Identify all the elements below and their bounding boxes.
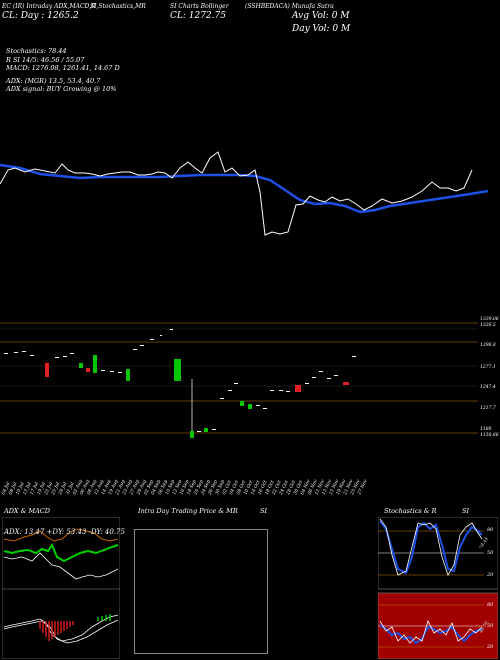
stoch-level-20: 20: [487, 572, 494, 578]
price-line: [0, 151, 473, 236]
price-label: 1339.06: [480, 317, 499, 322]
intraday-title: Intra Day Trading Price & MR: [138, 507, 238, 515]
price-label: 1277.1: [480, 365, 496, 370]
date-label: 25 Jul: [50, 481, 62, 497]
header-tab-3: SI Charts Bollinger: [170, 3, 229, 10]
adx-readout: ADX: (MGR) 13.5, 53.4, 40.7: [6, 76, 101, 85]
date-label: 16 Oct: [257, 479, 269, 495]
header-tab-4: (SSHBEDACA) Munafa Sutra: [245, 3, 334, 10]
stoch-title: Stochastics & R: [384, 507, 437, 515]
rsi-level-80: 80: [487, 602, 494, 608]
date-label: 10 Jul: [15, 481, 26, 496]
main-price-chart: [0, 151, 489, 236]
stoch-level-50: 50: [487, 550, 494, 556]
price-label: 1296.8: [480, 343, 496, 348]
rsi-level-50: 50: [487, 623, 494, 629]
open-line: CL: Day : 1265.2: [2, 11, 79, 21]
price-label: 1326.5: [480, 323, 496, 328]
avg-volume: Avg Vol: 0 M: [292, 11, 350, 21]
candles: [4, 329, 356, 438]
date-label: 17 Jul: [29, 481, 40, 496]
close-price: CL: 1272.75: [170, 11, 226, 21]
date-label: 10 Oct: [242, 479, 254, 495]
date-label: 23 Jul: [43, 481, 55, 497]
date-label: 02 Oct: [221, 479, 233, 495]
date-label: 04 Oct: [228, 479, 240, 495]
date-label: 08 Oct: [235, 479, 247, 495]
price-label: 1217.7: [480, 406, 496, 411]
header-tab-2: SI,Stochastics,MR: [90, 3, 146, 10]
date-label: 18 Oct: [264, 479, 276, 495]
day-volume: Day Vol: 0 M: [292, 24, 351, 34]
price-label: 1188: [480, 427, 492, 432]
price-label: 1158.66: [480, 433, 499, 438]
adx-panel-readout: ADX: 13.47 +DY: 53.43 -DY: 40.75: [4, 528, 125, 536]
intraday-panel: [134, 529, 268, 654]
adx-macd-title: ADX & MACD: [4, 507, 50, 515]
date-label: 31 Jul: [64, 481, 75, 496]
macd-readout: MACD: 1276.08, 1261.41, 14.67 D: [6, 64, 120, 72]
price-label: 1247.4: [480, 385, 496, 390]
stochastics-readout: Stochastics: 78.44: [6, 47, 67, 55]
date-label: 30 Oct: [292, 479, 304, 495]
rsi-readout: R SI 14/5: 46.56 / 55.07: [6, 55, 85, 64]
moving-average-line: [0, 163, 489, 214]
stochastics-rsi-panel: [378, 517, 498, 659]
intraday-si: SI: [260, 507, 268, 515]
candlestick-chart: [0, 322, 478, 438]
date-label: 19 Jul: [36, 481, 47, 496]
adx-signal-readout: ADX signal: BUY Growing @ 10%: [6, 85, 117, 93]
header-tab-1: EC (IR) Intraday ADX,MACD,R: [2, 3, 96, 10]
adx-macd-panel: [2, 517, 120, 659]
stoch-si: SI: [462, 507, 470, 515]
date-label: 08 Jul: [7, 481, 18, 496]
date-label: 04 Jul: [0, 481, 11, 496]
date-label: 15 Jul: [22, 481, 33, 496]
date-label: 29 Jul: [57, 481, 69, 497]
stoch-level-80: 80: [487, 527, 494, 533]
date-label: 14 Oct: [250, 479, 262, 495]
indicator-readouts: Stochastics: 78.44 R SI 14/5: 46.56 / 55…: [6, 47, 120, 94]
rsi-level-20: 20: [487, 644, 494, 650]
